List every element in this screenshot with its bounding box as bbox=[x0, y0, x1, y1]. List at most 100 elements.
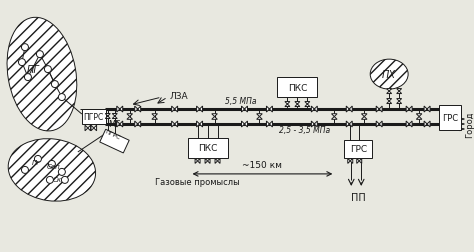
Polygon shape bbox=[397, 102, 401, 104]
Polygon shape bbox=[406, 107, 409, 113]
Polygon shape bbox=[350, 159, 353, 164]
Polygon shape bbox=[314, 107, 317, 113]
Polygon shape bbox=[212, 114, 218, 117]
Polygon shape bbox=[127, 114, 133, 117]
Ellipse shape bbox=[8, 139, 96, 201]
Polygon shape bbox=[349, 107, 352, 113]
Polygon shape bbox=[112, 117, 117, 119]
Circle shape bbox=[45, 66, 51, 73]
Circle shape bbox=[18, 59, 26, 66]
Text: ГРС: ГРС bbox=[442, 114, 458, 122]
Polygon shape bbox=[362, 117, 367, 120]
Polygon shape bbox=[85, 126, 88, 131]
Polygon shape bbox=[269, 107, 273, 113]
Polygon shape bbox=[285, 102, 290, 105]
Text: МГ: МГ bbox=[108, 119, 120, 129]
Polygon shape bbox=[198, 159, 200, 164]
Polygon shape bbox=[387, 89, 392, 92]
Polygon shape bbox=[424, 121, 427, 128]
Polygon shape bbox=[245, 107, 247, 113]
Polygon shape bbox=[208, 159, 210, 164]
Polygon shape bbox=[215, 159, 218, 164]
Text: ПГРС: ПГРС bbox=[84, 113, 104, 121]
Polygon shape bbox=[331, 114, 337, 117]
Polygon shape bbox=[105, 114, 110, 117]
Polygon shape bbox=[397, 92, 401, 94]
Polygon shape bbox=[376, 121, 379, 128]
Polygon shape bbox=[138, 107, 141, 113]
Polygon shape bbox=[311, 107, 314, 113]
Polygon shape bbox=[135, 121, 138, 128]
Polygon shape bbox=[197, 121, 200, 128]
Polygon shape bbox=[359, 159, 362, 164]
Polygon shape bbox=[376, 107, 379, 113]
Polygon shape bbox=[397, 99, 401, 102]
Polygon shape bbox=[285, 105, 290, 107]
Text: 5,5 МПа: 5,5 МПа bbox=[225, 96, 256, 105]
Polygon shape bbox=[174, 107, 178, 113]
Text: Город: Город bbox=[465, 111, 474, 138]
Polygon shape bbox=[295, 105, 300, 107]
Text: ПКС: ПКС bbox=[198, 144, 217, 153]
Text: Пг: Пг bbox=[31, 159, 40, 165]
Polygon shape bbox=[305, 105, 310, 107]
Polygon shape bbox=[266, 121, 269, 128]
Polygon shape bbox=[174, 121, 178, 128]
Polygon shape bbox=[138, 121, 141, 128]
Ellipse shape bbox=[370, 60, 408, 90]
Polygon shape bbox=[200, 121, 202, 128]
Polygon shape bbox=[135, 107, 138, 113]
Polygon shape bbox=[200, 107, 202, 113]
Text: ЛЗА: ЛЗА bbox=[170, 91, 188, 100]
Polygon shape bbox=[331, 117, 337, 120]
Bar bbox=[277, 78, 317, 98]
Text: 2,5 - 3,5 МПа: 2,5 - 3,5 МПа bbox=[279, 126, 330, 135]
Polygon shape bbox=[387, 92, 392, 94]
Bar bbox=[100, 130, 129, 153]
Polygon shape bbox=[311, 121, 314, 128]
Polygon shape bbox=[112, 114, 117, 117]
Circle shape bbox=[58, 94, 65, 101]
Bar bbox=[344, 140, 372, 158]
Polygon shape bbox=[127, 117, 133, 120]
Polygon shape bbox=[269, 121, 273, 128]
Polygon shape bbox=[379, 107, 382, 113]
Polygon shape bbox=[397, 89, 401, 92]
Polygon shape bbox=[346, 121, 349, 128]
Polygon shape bbox=[120, 107, 123, 113]
Polygon shape bbox=[424, 107, 427, 113]
Bar bbox=[188, 138, 228, 158]
Polygon shape bbox=[172, 121, 174, 128]
Polygon shape bbox=[105, 117, 110, 119]
Polygon shape bbox=[88, 126, 91, 131]
Polygon shape bbox=[91, 126, 94, 131]
Polygon shape bbox=[409, 121, 412, 128]
Polygon shape bbox=[349, 121, 352, 128]
Polygon shape bbox=[409, 107, 412, 113]
Polygon shape bbox=[152, 114, 157, 117]
Polygon shape bbox=[266, 107, 269, 113]
Text: ПГ: ПГ bbox=[27, 65, 39, 75]
Polygon shape bbox=[406, 121, 409, 128]
Polygon shape bbox=[256, 117, 262, 120]
Circle shape bbox=[58, 169, 65, 176]
Circle shape bbox=[51, 81, 58, 88]
Circle shape bbox=[21, 167, 28, 174]
Polygon shape bbox=[305, 102, 310, 105]
Polygon shape bbox=[241, 107, 245, 113]
Polygon shape bbox=[348, 159, 350, 164]
Circle shape bbox=[21, 45, 28, 51]
Circle shape bbox=[25, 74, 31, 81]
Polygon shape bbox=[416, 114, 422, 117]
Polygon shape bbox=[379, 121, 382, 128]
Polygon shape bbox=[346, 107, 349, 113]
Ellipse shape bbox=[7, 18, 77, 131]
Polygon shape bbox=[241, 121, 245, 128]
Text: Ск: Ск bbox=[52, 176, 62, 182]
Polygon shape bbox=[195, 159, 198, 164]
Circle shape bbox=[35, 156, 41, 163]
Circle shape bbox=[46, 177, 54, 184]
Text: Газовые промыслы: Газовые промыслы bbox=[155, 178, 239, 187]
Polygon shape bbox=[197, 107, 200, 113]
Polygon shape bbox=[172, 107, 174, 113]
